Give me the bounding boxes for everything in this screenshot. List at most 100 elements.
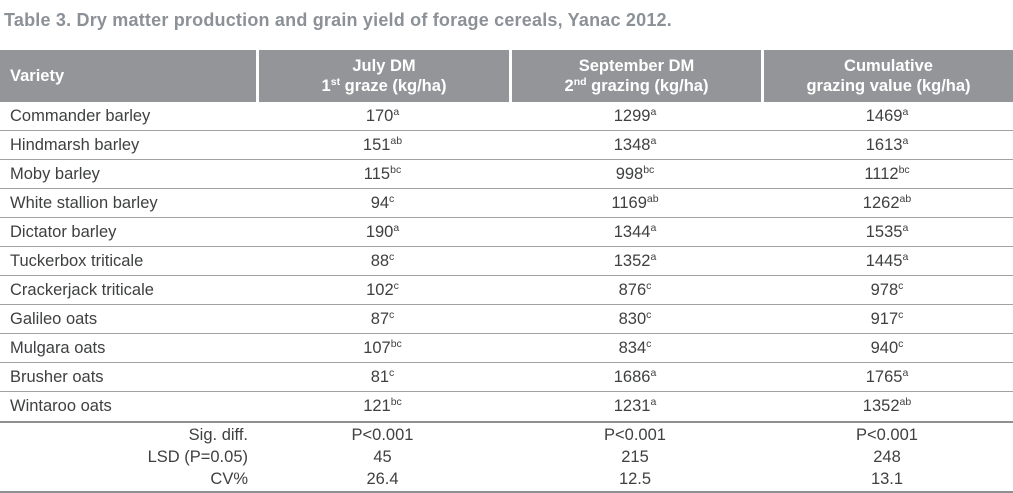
significance-letter: c	[389, 193, 395, 205]
value: 1535	[865, 223, 903, 241]
value: 88	[370, 252, 390, 270]
significance-letter: a	[393, 106, 400, 118]
cumulative-cell: 940c	[761, 334, 1013, 362]
september-dm-cell: 1299a	[509, 102, 761, 130]
value: 1348	[613, 136, 651, 154]
september-dm-cell: 1348a	[509, 131, 761, 159]
significance-letter: a	[902, 251, 909, 263]
ordinal-number: 2	[564, 77, 574, 95]
value: 917	[870, 310, 899, 328]
footer-row-sig-diff: Sig. diff. P<0.001 P<0.001 P<0.001	[0, 424, 1013, 446]
significance-letter: ab	[899, 396, 912, 408]
significance-letter: c	[898, 338, 904, 350]
table-title: Table 3. Dry matter production and grain…	[4, 10, 672, 30]
table-statistics-footer: Sig. diff. P<0.001 P<0.001 P<0.001 LSD (…	[0, 421, 1013, 493]
significance-letter: a	[650, 135, 657, 147]
value: 87	[370, 310, 390, 328]
significance-letter: a	[650, 106, 657, 118]
cumulative-cell: 1445a	[761, 247, 1013, 275]
ordinal-number: 1	[321, 77, 331, 95]
footer-label: LSD (P=0.05)	[147, 448, 248, 466]
footer-label: Sig. diff.	[188, 426, 248, 444]
september-dm-cell: 998bc	[509, 160, 761, 188]
significance-letter: a	[902, 222, 909, 234]
significance-letter: bc	[898, 164, 910, 176]
cumulative-cell: 1613a	[761, 131, 1013, 159]
value: 998	[615, 165, 644, 183]
july-dm-cell: 81c	[256, 363, 509, 391]
july-dm-cell: 94c	[256, 189, 509, 217]
cumulative-cell: 1112bc	[761, 160, 1013, 188]
value: 876	[618, 281, 647, 299]
value: 1445	[865, 252, 903, 270]
significance-letter: c	[898, 280, 904, 292]
july-dm-cell: 87c	[256, 305, 509, 333]
value: 121	[363, 397, 391, 415]
table-row: Moby barley 115bc 998bc 1112bc	[0, 160, 1013, 189]
significance-letter: c	[389, 251, 395, 263]
significance-letter: c	[393, 280, 399, 292]
footer-row-lsd: LSD (P=0.05) 45 215 248	[0, 446, 1013, 468]
july-dm-cell: 151ab	[256, 131, 509, 159]
variety-cell: White stallion barley	[10, 194, 158, 212]
table-header-row: Variety July DM 1st graze (kg/ha) Septem…	[0, 50, 1013, 102]
variety-cell: Hindmarsh barley	[10, 136, 140, 154]
september-dm-cell: 1169ab	[509, 189, 761, 217]
ordinal-suffix: st	[330, 76, 341, 88]
significance-letter: c	[646, 309, 652, 321]
value: 1352	[862, 397, 900, 415]
value: 830	[618, 310, 647, 328]
footer-value-september: P<0.001	[604, 426, 666, 444]
cumulative-cell: 917c	[761, 305, 1013, 333]
significance-letter: c	[389, 309, 395, 321]
column-header-line1: Cumulative	[844, 57, 933, 75]
cumulative-cell: 1352ab	[761, 392, 1013, 421]
column-header-september-dm: September DM 2nd grazing (kg/ha)	[509, 50, 761, 102]
value: 1686	[613, 368, 651, 386]
column-header-line1: July DM	[352, 57, 416, 75]
variety-cell: Wintaroo oats	[10, 397, 112, 415]
column-header-variety: Variety	[0, 50, 256, 102]
july-dm-cell: 190a	[256, 218, 509, 246]
value: 1169	[611, 194, 647, 212]
value: 151	[362, 136, 391, 154]
ordinal-suffix: nd	[573, 76, 587, 88]
footer-value-september: 215	[621, 448, 649, 466]
value: 1299	[613, 107, 651, 125]
footer-value-cumulative: 13.1	[870, 470, 904, 488]
table-row: Dictator barley 190a 1344a 1535a	[0, 218, 1013, 247]
significance-letter: a	[902, 106, 909, 118]
footer-value-july: 26.4	[366, 470, 399, 488]
significance-letter: bc	[643, 164, 655, 176]
significance-letter: a	[650, 222, 657, 234]
footer-row-cv: CV% 26.4 12.5 13.1	[0, 468, 1013, 490]
value: 115	[363, 165, 391, 183]
september-dm-cell: 1344a	[509, 218, 761, 246]
significance-letter: a	[393, 222, 400, 234]
footer-value-july: 45	[373, 448, 392, 466]
significance-letter: bc	[390, 396, 402, 408]
september-dm-cell: 834c	[509, 334, 761, 362]
cumulative-cell: 1469a	[761, 102, 1013, 130]
value: 1262	[862, 194, 900, 212]
data-table: Variety July DM 1st graze (kg/ha) Septem…	[0, 50, 1013, 493]
footer-value-cumulative: 248	[873, 448, 901, 466]
value: 102	[366, 281, 394, 299]
footer-value-september: 12.5	[618, 470, 652, 488]
value: 1469	[865, 107, 903, 125]
significance-letter: ab	[390, 135, 403, 147]
table-row: Crackerjack triticale 102c 876c 978c	[0, 276, 1013, 305]
column-header-units: grazing (kg/ha)	[586, 77, 709, 95]
significance-letter: bc	[390, 164, 402, 176]
value: 1613	[865, 136, 903, 154]
variety-cell: Commander barley	[10, 107, 151, 125]
significance-letter: a	[902, 135, 909, 147]
variety-cell: Mulgara oats	[10, 339, 106, 357]
july-dm-cell: 102c	[256, 276, 509, 304]
significance-letter: a	[902, 367, 909, 379]
variety-cell: Moby barley	[10, 165, 100, 183]
september-dm-cell: 1352a	[509, 247, 761, 275]
table-row: Brusher oats 81c 1686a 1765a	[0, 363, 1013, 392]
significance-letter: ab	[646, 193, 659, 205]
